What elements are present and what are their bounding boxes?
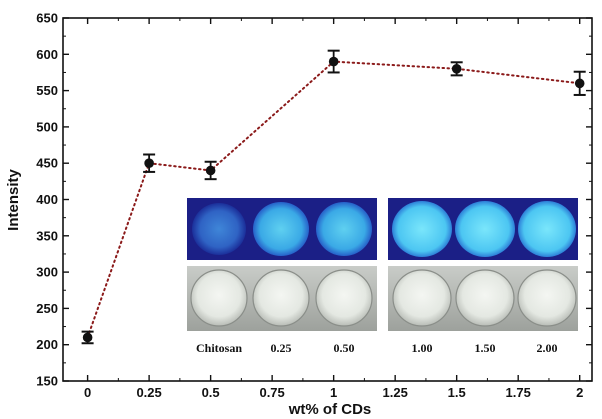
y-tick-label: 550: [36, 83, 58, 98]
y-tick-label: 350: [36, 228, 58, 243]
well-200-visible: [517, 269, 577, 327]
well-050-visible: [315, 269, 373, 327]
x-tick-label: 2: [576, 385, 583, 400]
x-axis-title: wt% of CDs: [288, 401, 372, 418]
inset-label-025: 0.25: [271, 341, 292, 355]
inset-label-050: 0.50: [334, 341, 355, 355]
y-tick-label: 200: [36, 337, 58, 352]
well-150-visible: [455, 269, 515, 327]
visible-panel-left: [187, 266, 377, 331]
data-point: [451, 64, 462, 74]
y-tick-label: 300: [36, 265, 58, 280]
inset-label-100: 1.00: [412, 341, 433, 355]
well-100-uv: [392, 201, 452, 257]
x-tick-label: 1.25: [383, 385, 408, 400]
y-tick-label: 450: [36, 156, 58, 171]
x-tick-label: 0.5: [202, 385, 220, 400]
well-100-visible: [392, 269, 452, 327]
axes: 150 200 250 300 350 400 450 500 550 600 650 0 0.25 0.…: [36, 11, 592, 400]
x-tick-label: 0: [84, 385, 91, 400]
data-point: [574, 78, 585, 89]
data-point: [144, 158, 154, 168]
series-line: [86, 60, 581, 339]
data-point: [328, 56, 339, 67]
well-chitosan-visible: [190, 269, 248, 327]
data-point: [82, 332, 93, 343]
y-tick-label: 400: [36, 192, 58, 207]
well-025-visible: [252, 269, 310, 327]
y-tick-label: 500: [36, 119, 58, 134]
well-150-uv: [455, 201, 515, 257]
y-tick-label: 250: [36, 301, 58, 316]
fluorescence-panel-left: [187, 198, 377, 260]
x-tick-label: 1.5: [448, 385, 466, 400]
x-tick-label: 0.75: [259, 385, 284, 400]
x-tick-label: 1.75: [506, 385, 531, 400]
data-point: [205, 165, 216, 176]
well-chitosan-uv: [192, 203, 246, 255]
data-series: [81, 49, 586, 345]
well-050-uv: [316, 202, 372, 256]
x-tick-label: 1: [330, 385, 337, 400]
y-tick-label: 150: [36, 374, 58, 389]
well-200-uv: [518, 201, 576, 257]
inset-label-150: 1.50: [475, 341, 496, 355]
y-axis-title: Intensity: [5, 169, 22, 231]
inset-label-200: 2.00: [537, 341, 558, 355]
x-tick-label: 0.25: [136, 385, 161, 400]
y-tick-label: 650: [36, 11, 58, 26]
visible-panel-right: [388, 266, 578, 331]
well-025-uv: [253, 202, 309, 256]
fluorescence-panel-right: [388, 198, 578, 260]
inset-photos: Chitosan 0.25 0.50 1.00 1.50 2.00: [187, 198, 578, 355]
y-tick-label: 600: [36, 47, 58, 62]
inset-label-chitosan: Chitosan: [196, 341, 242, 355]
